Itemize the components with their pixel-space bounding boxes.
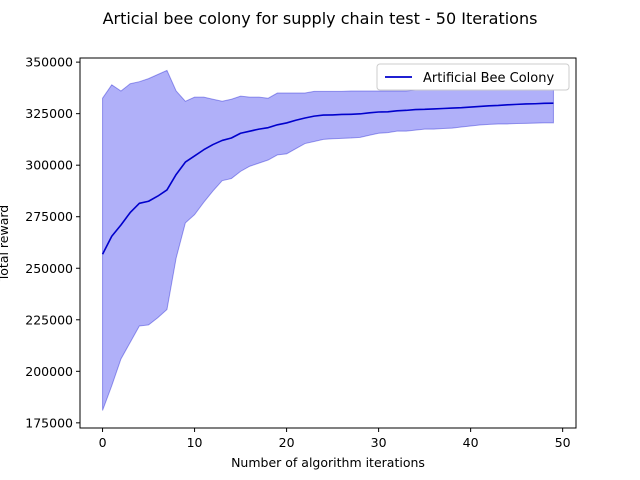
mean-series-line [101,102,554,255]
y-axis-ticks: 175000 200000 225000 250000 275000 300000 3250… [25,55,80,430]
legend-box [376,63,570,91]
y-tick-label: 250000 [25,261,73,276]
plot-frame [79,57,577,429]
y-tick-label: 275000 [25,209,73,224]
x-axis-label: Number of algorithm iterations [231,455,425,470]
x-tick-label: 40 [463,435,479,450]
x-tick-label: 10 [187,435,203,450]
mean-line-layer [101,102,554,255]
confidence-band-layer [102,69,554,411]
legend: Artificial Bee Colony [376,63,570,91]
y-tick-label: 300000 [25,158,73,173]
x-tick-label: 50 [555,435,571,450]
y-axis-label: Total reward [0,205,11,282]
confidence-band [102,69,554,411]
y-tick-label: 175000 [25,415,73,430]
x-tick-label: 30 [371,435,387,450]
x-tick-label: 20 [279,435,295,450]
legend-label: Artificial Bee Colony [423,71,554,86]
x-tick-label: 0 [99,435,107,450]
y-tick-label: 325000 [25,106,73,121]
chart-title: Articial bee colony for supply chain tes… [103,9,538,28]
y-tick-label: 225000 [25,312,73,327]
y-tick-label: 350000 [25,55,73,70]
x-axis-ticks: 0 10 20 30 40 50 [99,428,571,450]
y-tick-label: 200000 [25,364,73,379]
